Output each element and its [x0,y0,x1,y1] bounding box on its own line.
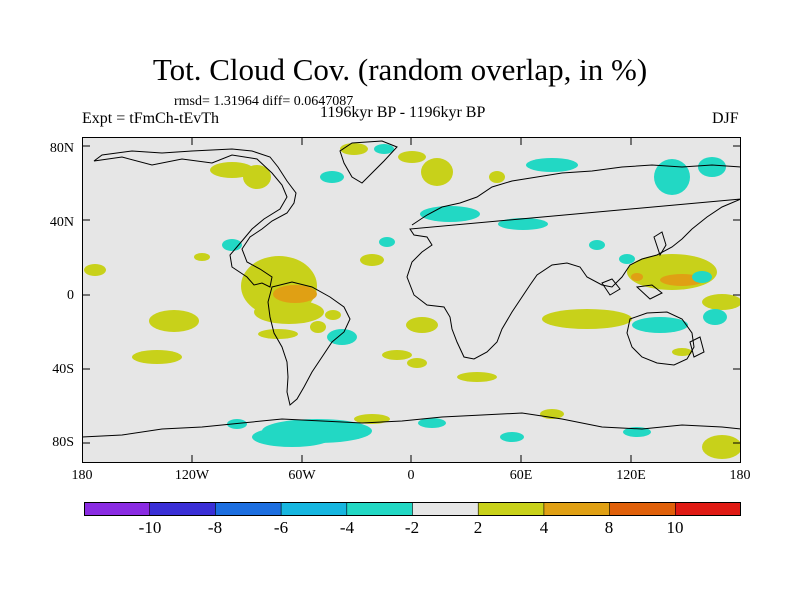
coastlines [82,140,741,438]
colorbar-cell [412,502,479,516]
x-tick-label: 60E [509,468,533,483]
map-panel [82,137,741,463]
colorbar-label: -10 [138,518,162,537]
colorbar-label: 2 [473,518,483,537]
colorbar-label: 4 [539,518,549,537]
colorbar-cell [280,502,348,516]
colorbar-label: -8 [207,518,223,537]
colorbar-cell [149,502,217,516]
y-tick-label: 0 [67,288,74,303]
x-tick-label: 120W [174,468,210,483]
colorbar-frame [84,502,741,516]
colorbar-cell [477,502,545,516]
colorbar-cell [346,502,414,516]
x-tick-label: 180 [729,468,751,483]
colorbar-label: 10 [666,518,684,537]
tick-marks [82,137,741,463]
x-tick-label: 180 [71,468,93,483]
negative-anomaly-patches [222,144,727,447]
colorbar-cells [84,502,741,516]
colorbar-cell [609,502,677,516]
map-background [82,137,741,463]
x-tick-label: 0 [407,468,415,483]
colorbar-cell [543,502,611,516]
x-tick-label: 60W [288,468,316,483]
y-tick-label: 40N [49,215,74,230]
y-tick-label: 80S [52,435,74,450]
stats-text: rmsd= 1.31964 diff= 0.0647087 [174,94,354,109]
colorbar-cell [215,502,282,516]
colorbar-label: -2 [404,518,420,537]
period-label: 1196kyr BP - 1196kyr BP [320,104,486,121]
figure-title: Tot. Cloud Cov. (random overlap, in %) [152,52,648,87]
colorbar-label: 8 [604,518,614,537]
colorbar [84,502,741,516]
colorbar-cell [84,502,151,516]
season-label: DJF [712,110,739,127]
y-tick-label: 80N [49,141,74,156]
experiment-label: Expt = tFmCh-tEvTh [82,110,220,127]
x-tick-label: 120E [616,468,646,483]
colorbar-label: -6 [273,518,289,537]
colorbar-cell [674,502,741,516]
y-tick-label: 40S [52,362,74,377]
colorbar-label: -4 [339,518,355,537]
